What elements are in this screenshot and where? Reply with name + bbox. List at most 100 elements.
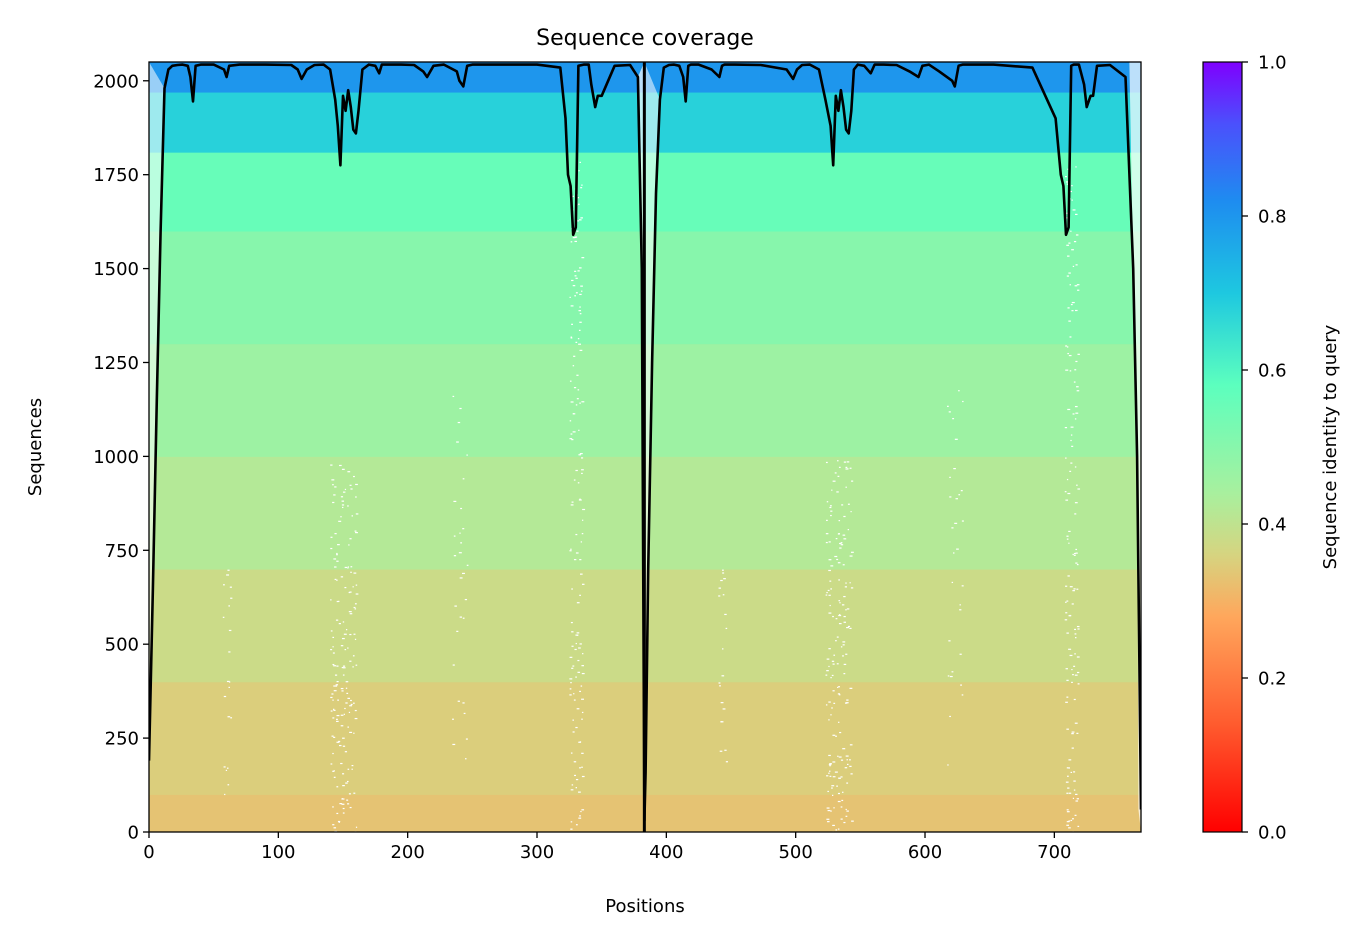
y-tick-label: 1250 [93,353,139,374]
gap-mark [838,614,842,617]
plot-frame [148,61,1142,833]
gap-mark [1076,563,1079,566]
gap-mark [342,667,346,669]
gap-mark [457,700,460,702]
gap-mark [332,484,334,486]
gap-mark [1071,681,1073,684]
gap-mark [571,631,574,633]
gap-mark [581,665,585,667]
gap-mark [332,646,334,648]
gap-mark [826,501,829,503]
gap-mark [570,401,574,403]
gap-mark [832,734,836,736]
gap-mark [465,758,467,760]
y-tick-label: 2000 [93,71,139,92]
gap-mark [333,776,336,778]
gap-mark [846,810,849,812]
gap-mark [834,771,838,773]
gap-mark [828,701,831,703]
gap-mark [340,762,343,765]
gap-mark [577,671,581,673]
gap-mark [960,684,962,686]
gap-mark [573,693,575,695]
gap-mark [333,827,337,829]
gap-mark [1067,575,1070,577]
gap-mark [343,713,345,715]
y-tick-label: 250 [105,729,139,750]
gap-mark [344,707,346,710]
gap-mark [830,588,832,590]
gap-mark [1077,353,1080,355]
gap-mark [355,593,359,595]
gap-mark [1072,674,1074,676]
gap-mark [575,787,578,789]
gap-mark [1068,354,1072,357]
gap-mark [837,562,841,564]
gap-mark [331,735,334,737]
gap-mark [846,763,849,766]
gap-mark [722,572,725,574]
colorbar-tick-label: 0.4 [1258,515,1287,536]
gap-mark [344,751,348,753]
gap-mark [353,572,357,574]
gap-mark [458,552,462,554]
gap-mark [570,828,573,830]
gap-mark [851,480,854,482]
gap-mark [1066,821,1070,823]
gap-mark [1066,679,1069,681]
gap-mark [846,608,850,610]
gap-mark [462,478,465,480]
gap-mark [1066,809,1069,811]
gap-mark [580,217,583,219]
gap-mark [352,666,354,668]
gap-mark [335,685,338,687]
gap-mark [569,694,572,696]
gap-mark [579,573,583,575]
gap-mark [841,604,845,606]
gap-mark [842,641,846,643]
gap-mark [347,471,351,473]
gap-mark [347,647,349,649]
gap-mark [1075,264,1078,266]
gap-mark [579,815,581,817]
gap-mark [847,625,851,628]
gap-mark [466,454,468,456]
gap-mark [229,586,232,588]
gap-mark [466,564,469,566]
gap-mark [350,488,353,490]
gap-mark [355,826,358,828]
gap-mark [845,582,847,584]
gap-mark [344,566,348,569]
gap-mark [1072,209,1076,211]
gap-mark [840,776,843,778]
gap-mark [348,611,352,613]
gap-mark [849,555,853,557]
gap-mark [1069,190,1072,193]
gap-mark [228,681,231,683]
gap-mark [1074,502,1078,504]
gap-mark [849,582,851,584]
gap-mark [843,595,846,598]
gap-mark [456,441,459,443]
gap-mark [839,602,841,604]
gap-mark [330,630,333,632]
gap-mark [330,763,333,765]
gap-mark [1067,352,1069,355]
gap-mark [347,697,350,699]
gap-mark [828,569,831,572]
gap-mark [828,648,831,650]
gap-mark [847,503,850,505]
gap-mark [1073,240,1077,243]
gap-mark [1071,747,1074,749]
gap-mark [332,824,335,826]
gap-mark [835,538,838,540]
gap-mark [1077,488,1081,490]
gap-mark [1074,513,1077,515]
gap-mark [722,648,724,650]
gap-mark [577,482,580,484]
colorbar-tick-label: 0.8 [1258,207,1287,228]
gap-mark [1072,818,1074,820]
gap-mark [837,755,839,757]
gap-mark [827,809,831,812]
gap-mark [832,480,836,482]
